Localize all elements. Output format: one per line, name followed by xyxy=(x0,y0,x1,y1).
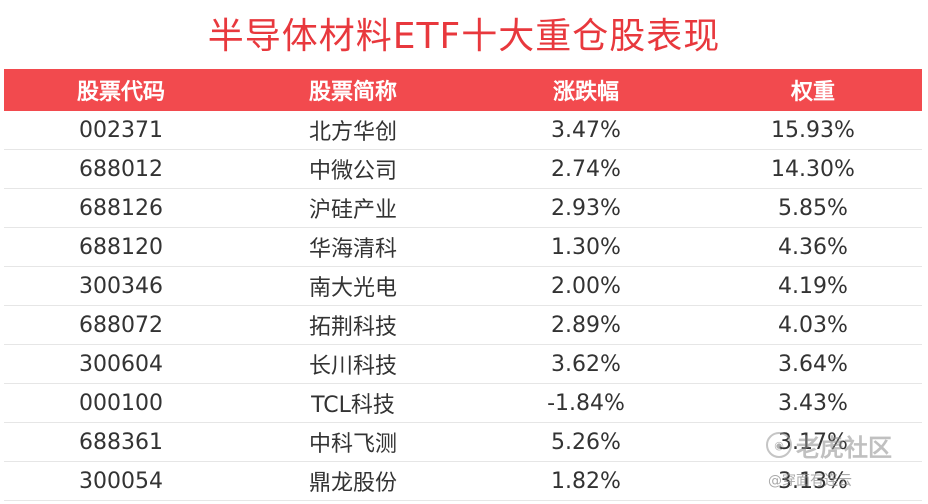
weight-cell: 3.13% xyxy=(778,468,848,494)
table-row: 688012 中微公司 2.74% 14.30% xyxy=(4,150,922,189)
stock-name-cell: 华海清科 xyxy=(308,237,397,262)
table-row: 000100 TCL科技 -1.84% 3.43% xyxy=(4,384,922,423)
table-row: 688072 拓荆科技 2.89% 4.03% xyxy=(4,306,922,345)
header-stock-name: 股票简称 xyxy=(308,80,397,105)
stock-code-cell: 000100 xyxy=(79,390,163,416)
change-pct-cell: 3.62% xyxy=(551,351,621,377)
stock-code-cell: 688126 xyxy=(79,195,163,221)
stock-name-cell: 沪硅产业 xyxy=(308,198,397,223)
stock-code-cell: 688012 xyxy=(79,156,163,182)
stock-code-cell: 300054 xyxy=(79,468,163,494)
table-header-row: 股票代码 股票简称 涨跌幅 权重 xyxy=(4,69,922,111)
weight-cell: 14.30% xyxy=(771,156,855,182)
weight-cell: 15.93% xyxy=(771,117,855,143)
stock-code-cell: 002371 xyxy=(79,117,163,143)
change-pct-cell: 1.82% xyxy=(551,468,621,494)
stock-name-cell: 鼎龙股份 xyxy=(308,471,397,496)
table-row: 300604 长川科技 3.62% 3.64% xyxy=(4,345,922,384)
stock-code-cell: 688361 xyxy=(79,429,163,455)
change-pct-cell: 1.30% xyxy=(551,234,621,260)
stock-code-cell: 300346 xyxy=(79,273,163,299)
stock-name-cell: 拓荆科技 xyxy=(308,315,397,340)
table-row: 002371 北方华创 3.47% 15.93% xyxy=(4,111,922,150)
stock-code-cell: 300604 xyxy=(79,351,163,377)
change-pct-cell: 2.93% xyxy=(551,195,621,221)
stock-name-cell: 南大光电 xyxy=(308,276,397,301)
change-pct-cell: -1.84% xyxy=(547,390,625,416)
stock-name-cell: 北方华创 xyxy=(308,120,397,145)
weight-cell: 3.43% xyxy=(778,390,848,416)
weight-cell: 4.19% xyxy=(778,273,848,299)
weight-cell: 3.17% xyxy=(778,429,848,455)
weight-cell: 3.64% xyxy=(778,351,848,377)
table-row: 688126 沪硅产业 2.93% 5.85% xyxy=(4,189,922,228)
stock-name-cell: 长川科技 xyxy=(308,354,397,379)
stock-name-cell: TCL科技 xyxy=(311,393,395,418)
holdings-table: 股票代码 股票简称 涨跌幅 权重 002371 北方华创 3.47% 15.93… xyxy=(4,69,922,501)
table-row: 300346 南大光电 2.00% 4.19% xyxy=(4,267,922,306)
weight-cell: 4.03% xyxy=(778,312,848,338)
change-pct-cell: 2.89% xyxy=(551,312,621,338)
header-weight: 权重 xyxy=(790,80,835,105)
weight-cell: 4.36% xyxy=(778,234,848,260)
stock-code-cell: 688120 xyxy=(79,234,163,260)
header-stock-code: 股票代码 xyxy=(76,80,165,105)
change-pct-cell: 5.26% xyxy=(551,429,621,455)
header-change-pct: 涨跌幅 xyxy=(552,80,619,105)
weight-cell: 5.85% xyxy=(778,195,848,221)
stock-code-cell: 688072 xyxy=(79,312,163,338)
table-row: 300054 鼎龙股份 1.82% 3.13% xyxy=(4,462,922,501)
stock-name-cell: 中微公司 xyxy=(308,159,397,184)
change-pct-cell: 2.74% xyxy=(551,156,621,182)
page-title: 半导体材料ETF十大重仓股表现 xyxy=(207,16,721,57)
stock-name-cell: 中科飞测 xyxy=(308,432,397,457)
change-pct-cell: 2.00% xyxy=(551,273,621,299)
table-row: 688361 中科飞测 5.26% 3.17% xyxy=(4,423,922,462)
table-row: 688120 华海清科 1.30% 4.36% xyxy=(4,228,922,267)
change-pct-cell: 3.47% xyxy=(551,117,621,143)
